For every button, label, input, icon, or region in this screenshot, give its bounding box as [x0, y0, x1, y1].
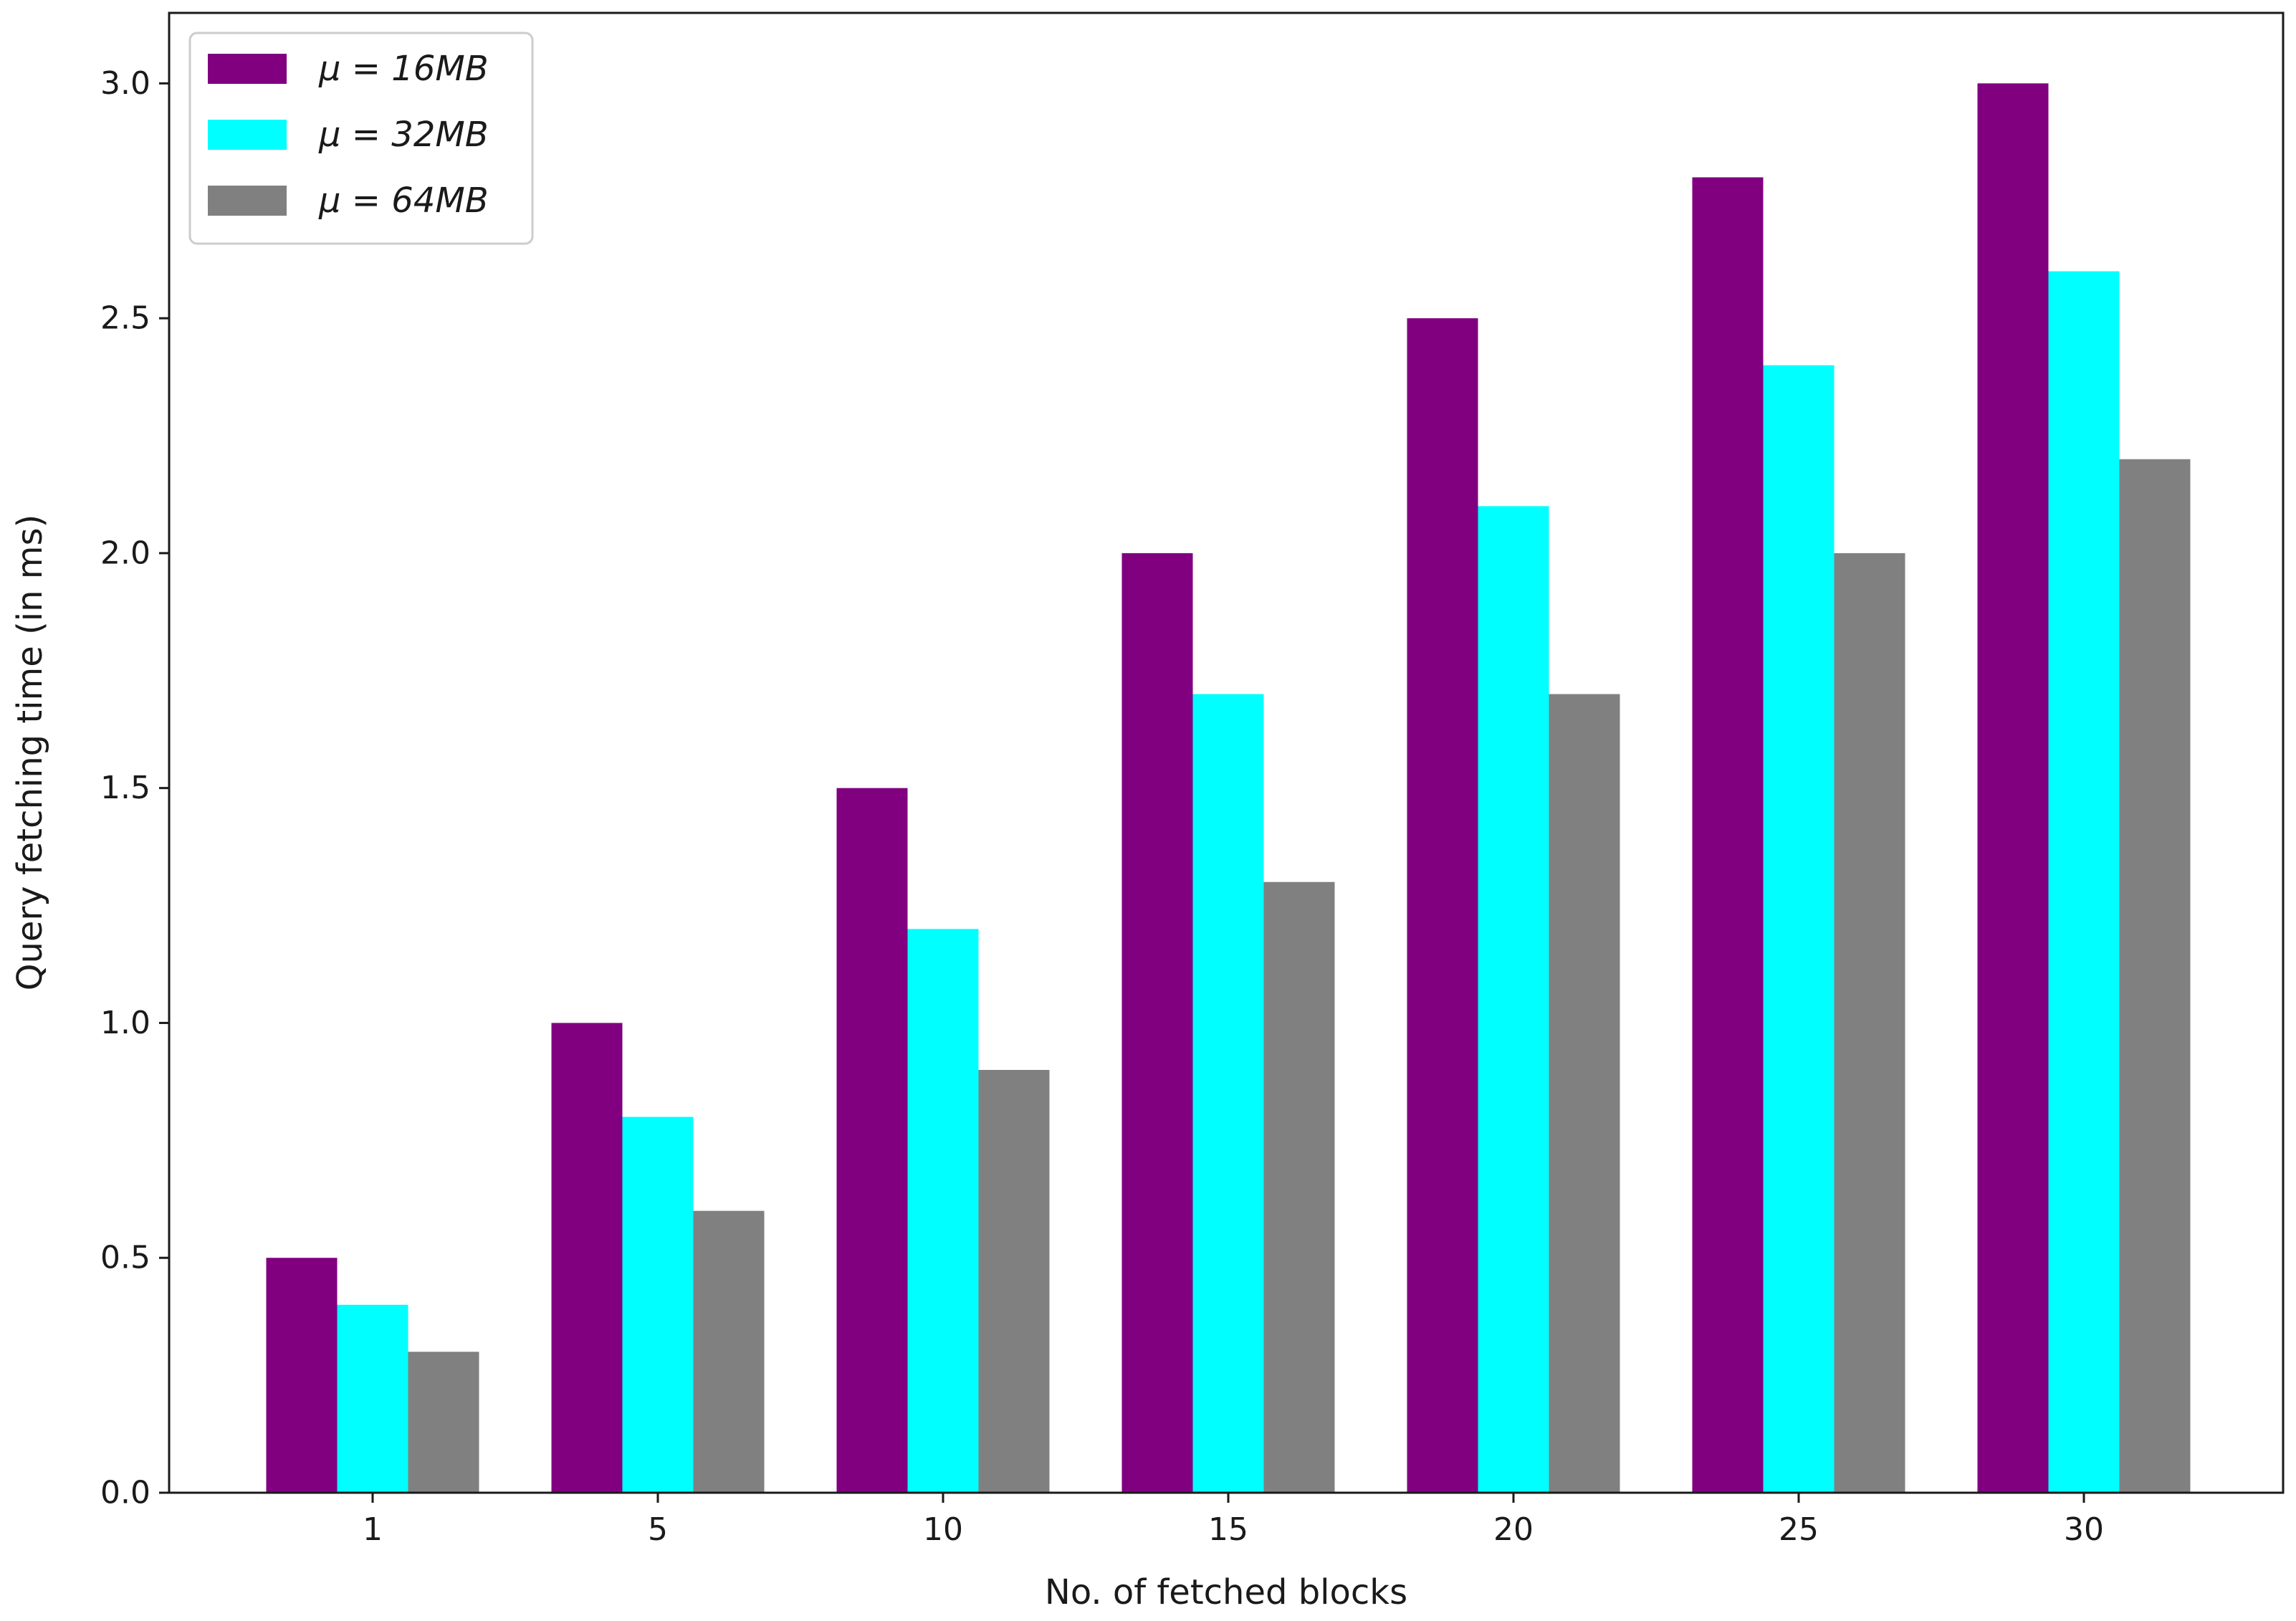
y-tick-label: 3.0 [100, 65, 150, 102]
x-tick-label: 10 [923, 1511, 963, 1548]
legend-swatch [208, 54, 287, 84]
bar [978, 1070, 1050, 1493]
y-tick-label: 2.0 [100, 535, 150, 571]
bar [907, 929, 979, 1493]
bar [1263, 881, 1335, 1493]
x-tick-label: 25 [1779, 1511, 1819, 1548]
legend-swatch [208, 186, 287, 216]
y-axis-title: Query fetching time (in ms) [10, 515, 50, 991]
x-tick-label: 15 [1208, 1511, 1248, 1548]
y-tick-label: 2.5 [100, 300, 150, 337]
y-tick-label: 1.5 [100, 770, 150, 806]
legend-swatch [208, 120, 287, 150]
x-tick-label: 1 [363, 1511, 383, 1548]
legend: μ = 16MB μ = 32MB μ = 64MB [188, 32, 534, 245]
bar [1192, 694, 1264, 1493]
bar [1407, 318, 1478, 1493]
bar [1834, 553, 1905, 1493]
x-axis-title: No. of fetched blocks [1045, 1572, 1407, 1612]
y-tick-label: 0.5 [100, 1240, 150, 1276]
bar [2048, 271, 2120, 1493]
y-tick-label: 1.0 [100, 1005, 150, 1041]
bar [408, 1352, 479, 1493]
legend-label: μ = 16MB [318, 49, 489, 89]
bar [1121, 553, 1193, 1493]
bar [693, 1210, 765, 1493]
bar [2119, 459, 2191, 1493]
bar [836, 788, 908, 1493]
plot-frame [168, 11, 2285, 1494]
bar [1549, 694, 1620, 1493]
bar [1763, 365, 1835, 1493]
y-axis: 0.0 0.5 1.0 1.5 2.0 2.5 3.0 [100, 65, 169, 1511]
bars-group [266, 83, 2191, 1493]
bar [1478, 506, 1549, 1493]
x-tick-label: 30 [2064, 1511, 2104, 1548]
bar [622, 1116, 694, 1493]
bar [1692, 177, 1764, 1493]
bar [337, 1304, 408, 1493]
x-tick-label: 20 [1493, 1511, 1534, 1548]
legend-label: μ = 32MB [318, 115, 489, 155]
x-axis: 1 5 10 15 20 25 30 [363, 1493, 2104, 1548]
bar [266, 1258, 338, 1493]
x-tick-label: 5 [648, 1511, 668, 1548]
legend-label: μ = 64MB [318, 181, 489, 221]
y-tick-label: 0.0 [100, 1475, 150, 1511]
bar [1977, 83, 2049, 1493]
bar [551, 1023, 623, 1493]
